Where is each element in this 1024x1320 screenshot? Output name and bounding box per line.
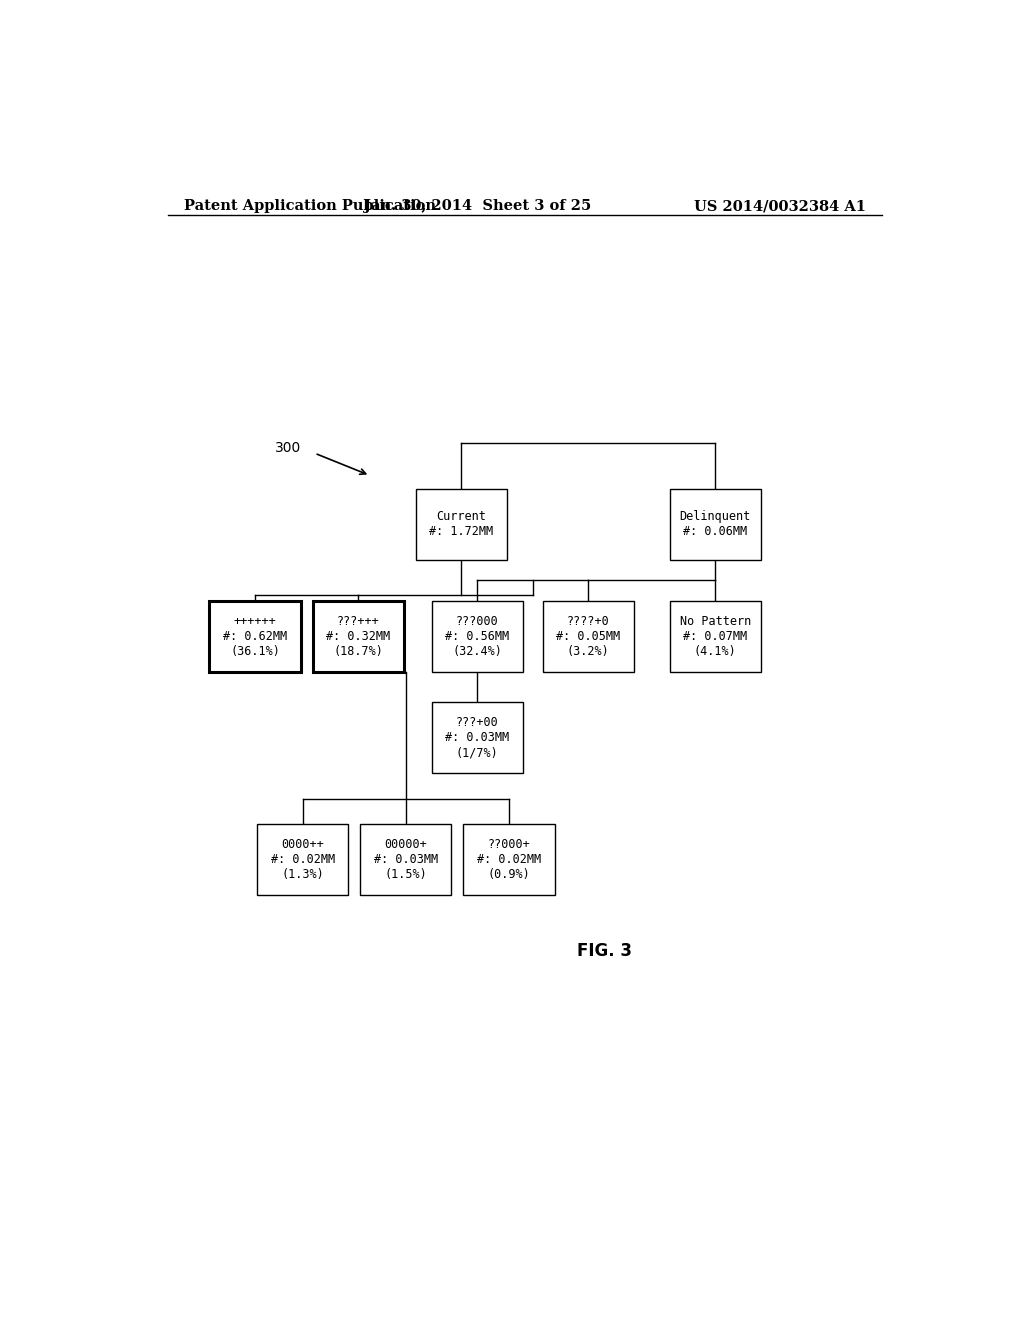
Text: No Pattern
#: 0.07MM
(4.1%): No Pattern #: 0.07MM (4.1%): [680, 615, 751, 657]
Text: ??000+
#: 0.02MM
(0.9%): ??000+ #: 0.02MM (0.9%): [477, 838, 541, 882]
Text: Jan. 30, 2014  Sheet 3 of 25: Jan. 30, 2014 Sheet 3 of 25: [364, 199, 591, 213]
Bar: [416, 488, 507, 560]
Text: 0000++
#: 0.02MM
(1.3%): 0000++ #: 0.02MM (1.3%): [270, 838, 335, 882]
Bar: [463, 824, 555, 895]
Text: FIG. 3: FIG. 3: [577, 942, 632, 960]
Bar: [312, 601, 403, 672]
Bar: [670, 488, 761, 560]
Bar: [209, 601, 301, 672]
Text: ???+++
#: 0.32MM
(18.7%): ???+++ #: 0.32MM (18.7%): [326, 615, 390, 657]
Bar: [670, 601, 761, 672]
Text: ???000
#: 0.56MM
(32.4%): ???000 #: 0.56MM (32.4%): [445, 615, 509, 657]
Text: 00000+
#: 0.03MM
(1.5%): 00000+ #: 0.03MM (1.5%): [374, 838, 438, 882]
Bar: [431, 601, 523, 672]
Bar: [431, 702, 523, 774]
Bar: [360, 824, 452, 895]
Text: ++++++
#: 0.62MM
(36.1%): ++++++ #: 0.62MM (36.1%): [223, 615, 287, 657]
Text: Current
#: 1.72MM: Current #: 1.72MM: [429, 511, 494, 539]
Bar: [543, 601, 634, 672]
Text: US 2014/0032384 A1: US 2014/0032384 A1: [694, 199, 866, 213]
Text: Patent Application Publication: Patent Application Publication: [183, 199, 435, 213]
Text: ???+00
#: 0.03MM
(1/7%): ???+00 #: 0.03MM (1/7%): [445, 717, 509, 759]
Text: Delinquent
#: 0.06MM: Delinquent #: 0.06MM: [680, 511, 751, 539]
Bar: [257, 824, 348, 895]
Text: ????+0
#: 0.05MM
(3.2%): ????+0 #: 0.05MM (3.2%): [556, 615, 621, 657]
Text: 300: 300: [274, 441, 301, 455]
